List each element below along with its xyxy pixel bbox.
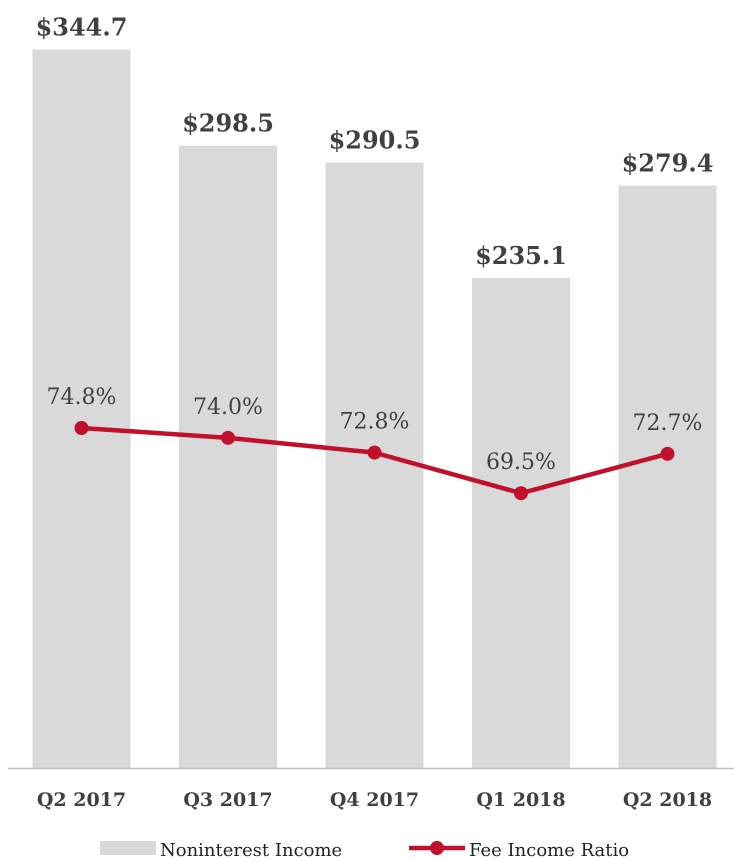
bar-value-label-q4-2017: $290.5	[329, 125, 421, 154]
bars-layer	[32, 49, 717, 769]
legend: Noninterest Income Fee Income Ratio	[100, 840, 629, 860]
legend-swatch-noninterest-income	[100, 841, 156, 855]
line-labels-layer: 74.8% 74.0% 72.8% 69.5% 72.7%	[47, 385, 703, 475]
x-tick-label-q3-2017: Q3 2017	[183, 789, 272, 811]
bar-q1-2018	[472, 277, 570, 768]
legend-label-fee-income-ratio: Fee Income Ratio	[469, 840, 629, 860]
line-value-label-q1-2018: 69.5%	[486, 450, 556, 475]
bar-q4-2017	[325, 162, 424, 769]
x-tick-label-q4-2017: Q4 2017	[330, 789, 419, 811]
line-value-label-q2-2018: 72.7%	[633, 411, 703, 436]
bar-labels-layer: $344.7 $298.5 $290.5 $235.1 $279.4	[36, 12, 714, 269]
bar-q3-2017	[179, 145, 277, 769]
line-point-q2-2018	[660, 446, 675, 461]
bar-q2-2018	[618, 185, 717, 768]
line-point-q2-2017	[74, 421, 89, 435]
legend-marker-fee-income-ratio	[430, 841, 444, 855]
x-tick-label-q1-2018: Q1 2018	[476, 789, 565, 811]
bar-value-label-q2-2018: $279.4	[622, 149, 714, 178]
line-value-label-q3-2017: 74.0%	[193, 395, 263, 420]
bar-q2-2017	[32, 49, 131, 768]
legend-label-noninterest-income: Noninterest Income	[160, 840, 342, 860]
line-point-q1-2018	[514, 486, 528, 501]
x-tick-label-q2-2017: Q2 2017	[37, 789, 126, 811]
x-tick-label-q2-2018: Q2 2018	[623, 789, 712, 811]
x-tick-labels: Q2 2017 Q3 2017 Q4 2017 Q1 2018 Q2 2018	[37, 789, 712, 811]
line-value-label-q2-2017: 74.8%	[47, 385, 117, 410]
line-point-q3-2017	[221, 430, 235, 445]
line-point-q4-2017	[367, 445, 382, 460]
bar-value-label-q2-2017: $344.7	[36, 12, 128, 41]
bar-value-label-q3-2017: $298.5	[182, 109, 274, 138]
bar-value-label-q1-2018: $235.1	[475, 241, 567, 270]
line-value-label-q4-2017: 72.8%	[340, 410, 410, 435]
line-layer	[74, 421, 675, 501]
